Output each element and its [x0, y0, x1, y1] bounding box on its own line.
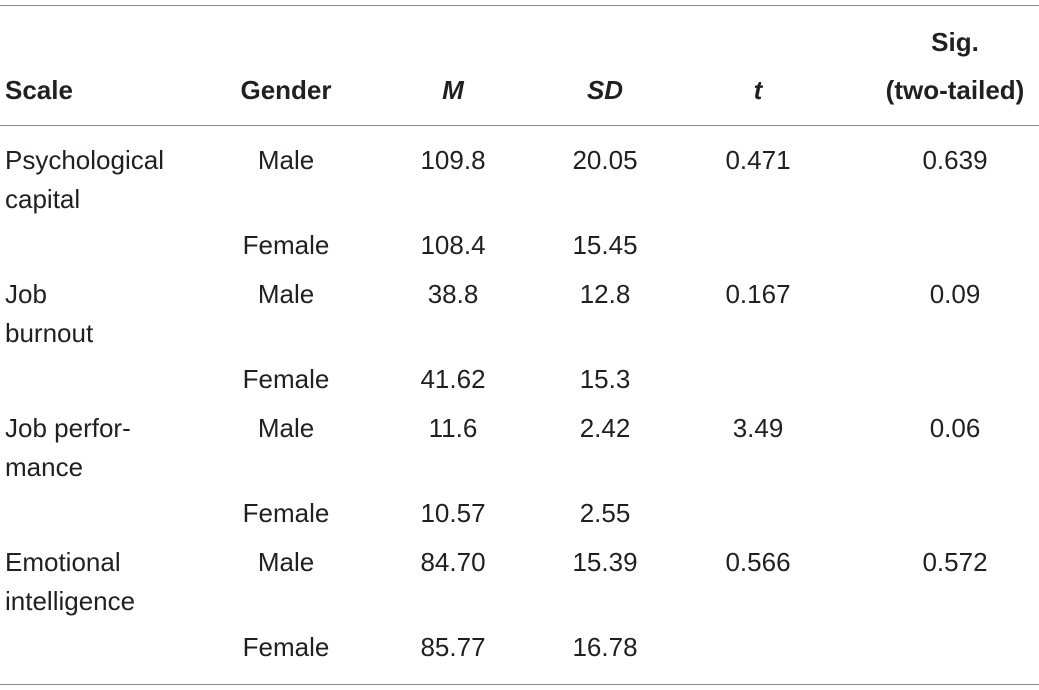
- mean: 109.8: [420, 145, 486, 175]
- gender: Female: [242, 498, 330, 528]
- t-value: 0.471: [725, 145, 791, 175]
- t-value: 3.49: [732, 413, 784, 443]
- sd: 16.78: [572, 632, 638, 662]
- header-cell: SD: [586, 75, 624, 105]
- sd: 15.39: [572, 547, 638, 577]
- scale-label: Psychological: [5, 145, 164, 175]
- top-rule: [0, 5, 1039, 6]
- scale-label: Emotional: [5, 547, 121, 577]
- header-cell: M: [442, 75, 464, 105]
- mean: 108.4: [420, 230, 486, 260]
- scale-label: Job: [5, 279, 47, 309]
- sig-value: 0.572: [922, 547, 988, 577]
- gender: Male: [257, 413, 315, 443]
- sd: 15.3: [579, 364, 631, 394]
- mean: 85.77: [420, 632, 486, 662]
- sd: 2.42: [579, 413, 631, 443]
- bottom-rule: [0, 684, 1039, 685]
- mean: 41.62: [420, 364, 486, 394]
- gender: Female: [242, 230, 330, 260]
- header-rule: [0, 125, 1039, 126]
- t-value: 0.566: [725, 547, 791, 577]
- scale-label: mance: [5, 452, 84, 482]
- scale-label: capital: [5, 184, 81, 214]
- header-cell: t: [753, 75, 763, 105]
- t-value: 0.167: [725, 279, 791, 309]
- gender: Male: [257, 279, 315, 309]
- header-cell: Sig.: [931, 27, 979, 57]
- sd: 2.55: [579, 498, 631, 528]
- header-cell: Gender: [240, 75, 332, 105]
- scale-label: intelligence: [5, 586, 136, 616]
- mean: 38.8: [427, 279, 479, 309]
- mean: 84.70: [420, 547, 486, 577]
- sd: 12.8: [579, 279, 631, 309]
- gender: Female: [242, 364, 330, 394]
- gender: Female: [242, 632, 330, 662]
- sd: 20.05: [572, 145, 638, 175]
- mean: 10.57: [420, 498, 486, 528]
- header-cell: (two-tailed): [885, 75, 1025, 105]
- sig-value: 0.639: [922, 145, 988, 175]
- scale-label: Job perfor-: [5, 413, 131, 443]
- gender: Male: [257, 547, 315, 577]
- gender: Male: [257, 145, 315, 175]
- mean: 11.6: [428, 413, 478, 443]
- header-cell: Scale: [5, 75, 73, 105]
- scale-label: burnout: [5, 318, 94, 348]
- sd: 15.45: [572, 230, 638, 260]
- sig-value: 0.09: [929, 279, 981, 309]
- sig-value: 0.06: [929, 413, 981, 443]
